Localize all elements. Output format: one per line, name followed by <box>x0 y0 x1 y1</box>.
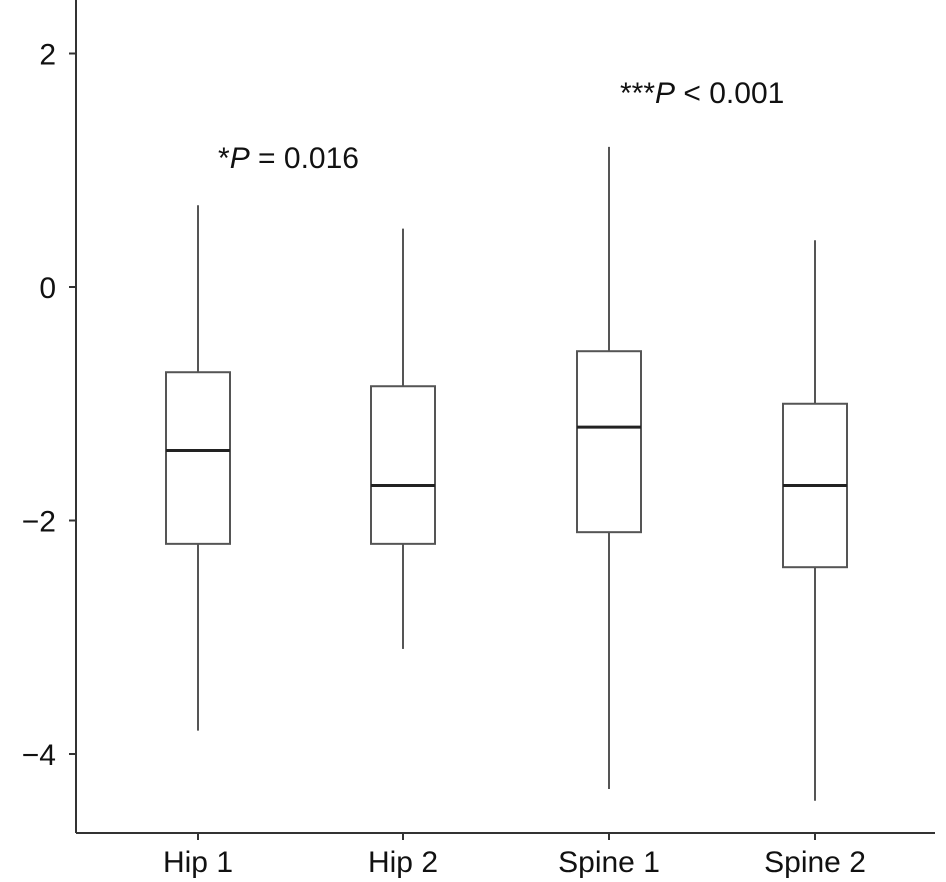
x-tick-label: Hip 2 <box>368 846 438 879</box>
labels-layer: 2 0 −2 −4 Hip 1 Hip 2 Spine 1 Spine 2 <box>22 39 866 880</box>
p-value-annotation: *P = 0.016 <box>218 142 359 175</box>
axes-layer <box>69 0 935 840</box>
y-tick-label: 2 <box>39 39 56 72</box>
y-tick-label: −4 <box>22 739 56 772</box>
y-tick-label: −2 <box>22 506 56 539</box>
box-2 <box>370 228 436 649</box>
box-iqr <box>576 350 642 534</box>
x-tick-label: Hip 1 <box>163 846 233 879</box>
box-3 <box>576 146 642 790</box>
x-tick-label: Spine 1 <box>558 846 660 879</box>
box-4 <box>782 240 848 801</box>
x-tick-label: Spine 2 <box>764 846 866 879</box>
y-tick-label: 0 <box>39 272 56 305</box>
annotations-layer: *P = 0.016 ***P < 0.001 <box>218 77 784 175</box>
box-1 <box>165 205 231 731</box>
box-iqr <box>370 385 436 545</box>
box-iqr <box>165 371 231 545</box>
boxes-layer <box>165 146 848 801</box>
p-value-annotation: ***P < 0.001 <box>620 77 784 110</box>
